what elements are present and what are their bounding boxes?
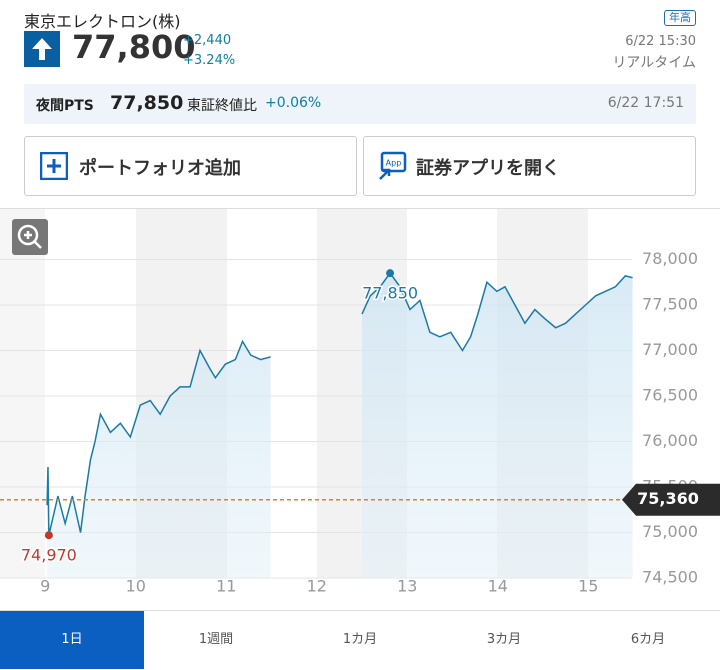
svg-text:App: App bbox=[386, 159, 402, 168]
plus-icon bbox=[40, 152, 68, 180]
zoom-button[interactable] bbox=[12, 219, 48, 255]
x-tick-label: 14 bbox=[488, 577, 508, 596]
change-pct: +3.24% bbox=[183, 53, 236, 68]
period-tab[interactable]: 1週間 bbox=[198, 632, 234, 647]
pts-label: 夜間PTS bbox=[36, 98, 94, 114]
y-tick-label: 77,500 bbox=[642, 295, 698, 314]
button-label: ポートフォリオ追加 bbox=[79, 158, 241, 179]
period-tab[interactable]: 3カ月 bbox=[486, 632, 522, 647]
pts-date: 6/22 17:51 bbox=[607, 95, 684, 111]
y-tick-label: 74,500 bbox=[642, 568, 698, 587]
x-tick-label: 9 bbox=[40, 577, 50, 596]
price-line bbox=[46, 271, 633, 536]
change: +2,440 bbox=[183, 33, 232, 48]
y-tick-label: 77,000 bbox=[642, 340, 698, 359]
stock-name: 東京エレクトロン(株) bbox=[24, 12, 181, 31]
badge: 年高 bbox=[664, 10, 696, 26]
annotation-dot bbox=[386, 269, 395, 278]
compare-label: 東証終値比 bbox=[187, 98, 257, 114]
pts-bar: 夜間PTS 77,850 東証終値比 +0.06% 6/22 17:51 bbox=[24, 84, 696, 124]
band bbox=[0, 209, 45, 578]
chart: 74,50075,00075,50076,00076,50077,00077,5… bbox=[0, 208, 720, 596]
area bbox=[47, 273, 633, 578]
annotation-label: 77,850 bbox=[362, 284, 418, 303]
pts-price: 77,850 bbox=[110, 92, 184, 114]
y-tick-label: 78,000 bbox=[642, 249, 698, 268]
period-tabs: 1日 1週間 1カ月 3カ月 6カ月 bbox=[0, 610, 720, 669]
x-tick-label: 11 bbox=[216, 577, 236, 596]
compare-pct: +0.06% bbox=[265, 95, 322, 111]
status: リアルタイム bbox=[612, 55, 696, 71]
x-tick-label: 12 bbox=[307, 577, 327, 596]
y-tick-label: 76,000 bbox=[642, 431, 698, 450]
date: 6/22 15:30 bbox=[625, 34, 696, 49]
period-tab[interactable]: 1日 bbox=[0, 611, 144, 669]
period-tab[interactable]: 6カ月 bbox=[630, 632, 666, 647]
annotation-dot bbox=[44, 531, 53, 540]
period-tab[interactable]: 1カ月 bbox=[342, 632, 378, 647]
reference-label: 75,360 bbox=[637, 489, 699, 508]
portfolio-button[interactable]: ポートフォリオ追加 bbox=[24, 136, 357, 196]
up-icon bbox=[24, 31, 60, 67]
y-tick-label: 75,000 bbox=[642, 522, 698, 541]
button-label: 証券アプリを開く bbox=[416, 158, 560, 179]
annotation-label: 74,970 bbox=[21, 546, 77, 565]
reference-tag bbox=[622, 483, 720, 516]
app-icon: App bbox=[379, 151, 407, 180]
y-tick-label: 76,500 bbox=[642, 386, 698, 405]
x-tick-label: 13 bbox=[397, 577, 417, 596]
x-tick-label: 15 bbox=[578, 577, 598, 596]
price: 77,800 bbox=[72, 28, 196, 66]
x-tick-label: 10 bbox=[126, 577, 146, 596]
app-button[interactable]: App 証券アプリを開く bbox=[363, 136, 696, 196]
